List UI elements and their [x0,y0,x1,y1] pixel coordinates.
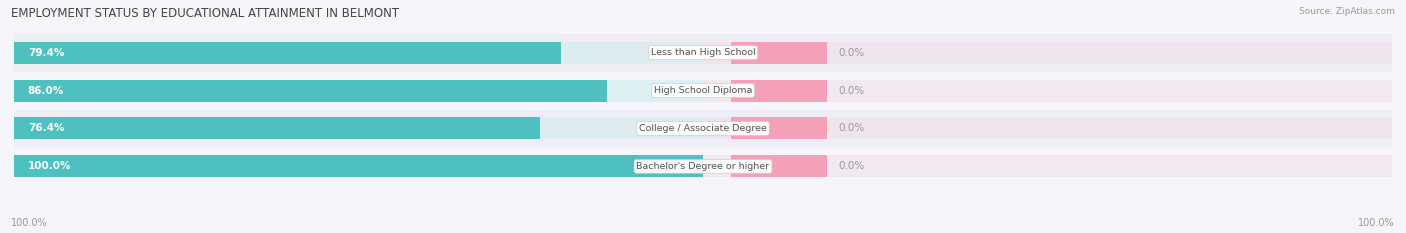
Bar [14,42,561,64]
Text: 100.0%: 100.0% [11,218,48,228]
Text: 86.0%: 86.0% [28,86,65,96]
Text: 100.0%: 100.0% [28,161,72,171]
Bar [731,79,827,102]
Text: Source: ZipAtlas.com: Source: ZipAtlas.com [1299,7,1395,16]
Text: 76.4%: 76.4% [28,123,65,134]
Text: 100.0%: 100.0% [1358,218,1395,228]
Bar [14,117,540,140]
Text: College / Associate Degree: College / Associate Degree [640,124,766,133]
Bar [731,42,827,64]
Bar [14,155,703,177]
Bar [703,155,1392,177]
Bar [0,34,1392,72]
Bar [731,155,827,177]
Text: 0.0%: 0.0% [838,86,865,96]
Bar [14,155,703,177]
Bar [14,117,703,140]
Bar [0,110,1392,147]
Bar [0,147,1392,185]
Text: Less than High School: Less than High School [651,48,755,57]
Bar [703,42,1392,64]
Bar [0,72,1392,110]
Text: Bachelor's Degree or higher: Bachelor's Degree or higher [637,162,769,171]
Bar [14,79,703,102]
Text: 79.4%: 79.4% [28,48,65,58]
Bar [703,79,1392,102]
Text: 0.0%: 0.0% [838,161,865,171]
Bar [703,117,1392,140]
Text: 0.0%: 0.0% [838,48,865,58]
Bar [14,79,606,102]
Text: EMPLOYMENT STATUS BY EDUCATIONAL ATTAINMENT IN BELMONT: EMPLOYMENT STATUS BY EDUCATIONAL ATTAINM… [11,7,399,20]
Bar [14,42,703,64]
Text: 0.0%: 0.0% [838,123,865,134]
Bar [731,117,827,140]
Text: High School Diploma: High School Diploma [654,86,752,95]
